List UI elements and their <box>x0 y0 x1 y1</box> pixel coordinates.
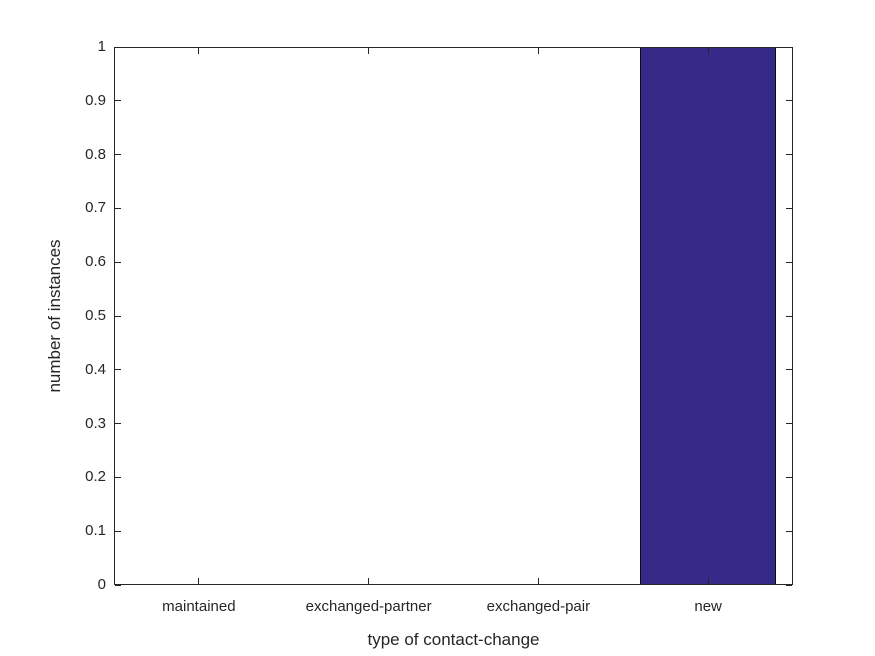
y-tick-label: 0.6 <box>85 253 106 271</box>
y-tick-label: 0.7 <box>85 199 106 217</box>
y-tick-mark-right <box>786 100 792 102</box>
y-tick-mark-right <box>786 315 792 317</box>
x-tick-mark-bottom <box>198 578 200 584</box>
y-tick-mark-right <box>786 530 792 532</box>
x-tick-label-new: new <box>694 598 722 615</box>
y-tick-mark-left <box>115 369 121 371</box>
y-tick-mark-right <box>786 154 792 156</box>
y-tick-mark-right <box>786 476 792 478</box>
y-tick-mark-right <box>786 584 792 586</box>
y-tick-label: 0.4 <box>85 360 106 378</box>
y-tick-mark-right <box>786 46 792 48</box>
y-tick-label: 0.1 <box>85 522 106 540</box>
y-tick-mark-left <box>115 584 121 586</box>
y-tick-label: 0 <box>97 576 106 593</box>
y-tick-mark-left <box>115 423 121 425</box>
x-tick-mark-top <box>368 48 370 54</box>
y-tick-label: 1 <box>97 38 106 55</box>
x-tick-mark-bottom <box>707 578 709 584</box>
y-tick-label: 0.8 <box>85 145 106 163</box>
x-tick-label-exchanged-partner: exchanged-partner <box>305 598 432 615</box>
y-tick-mark-left <box>115 476 121 478</box>
y-tick-mark-left <box>115 100 121 102</box>
y-tick-mark-left <box>115 315 121 317</box>
bar-new <box>640 47 777 585</box>
y-tick-mark-right <box>786 207 792 209</box>
x-tick-label-maintained: maintained <box>162 598 236 615</box>
y-tick-label: 0.5 <box>85 307 106 324</box>
y-tick-label: 0.3 <box>85 414 106 432</box>
x-tick-mark-top <box>537 48 539 54</box>
y-tick-mark-left <box>115 530 121 532</box>
x-tick-mark-bottom <box>368 578 370 584</box>
x-tick-mark-top <box>707 48 709 54</box>
y-tick-label: 0.2 <box>85 468 106 486</box>
x-tick-label-exchanged-pair: exchanged-pair <box>486 598 591 615</box>
y-tick-mark-right <box>786 369 792 371</box>
y-tick-mark-left <box>115 46 121 48</box>
x-tick-mark-bottom <box>537 578 539 584</box>
x-axis-label: type of contact-change <box>367 630 540 649</box>
y-tick-mark-right <box>786 261 792 263</box>
y-tick-mark-left <box>115 207 121 209</box>
y-tick-mark-left <box>115 154 121 156</box>
y-tick-mark-right <box>786 423 792 425</box>
y-tick-mark-left <box>115 261 121 263</box>
y-tick-label: 0.9 <box>85 91 106 109</box>
x-tick-mark-top <box>198 48 200 54</box>
